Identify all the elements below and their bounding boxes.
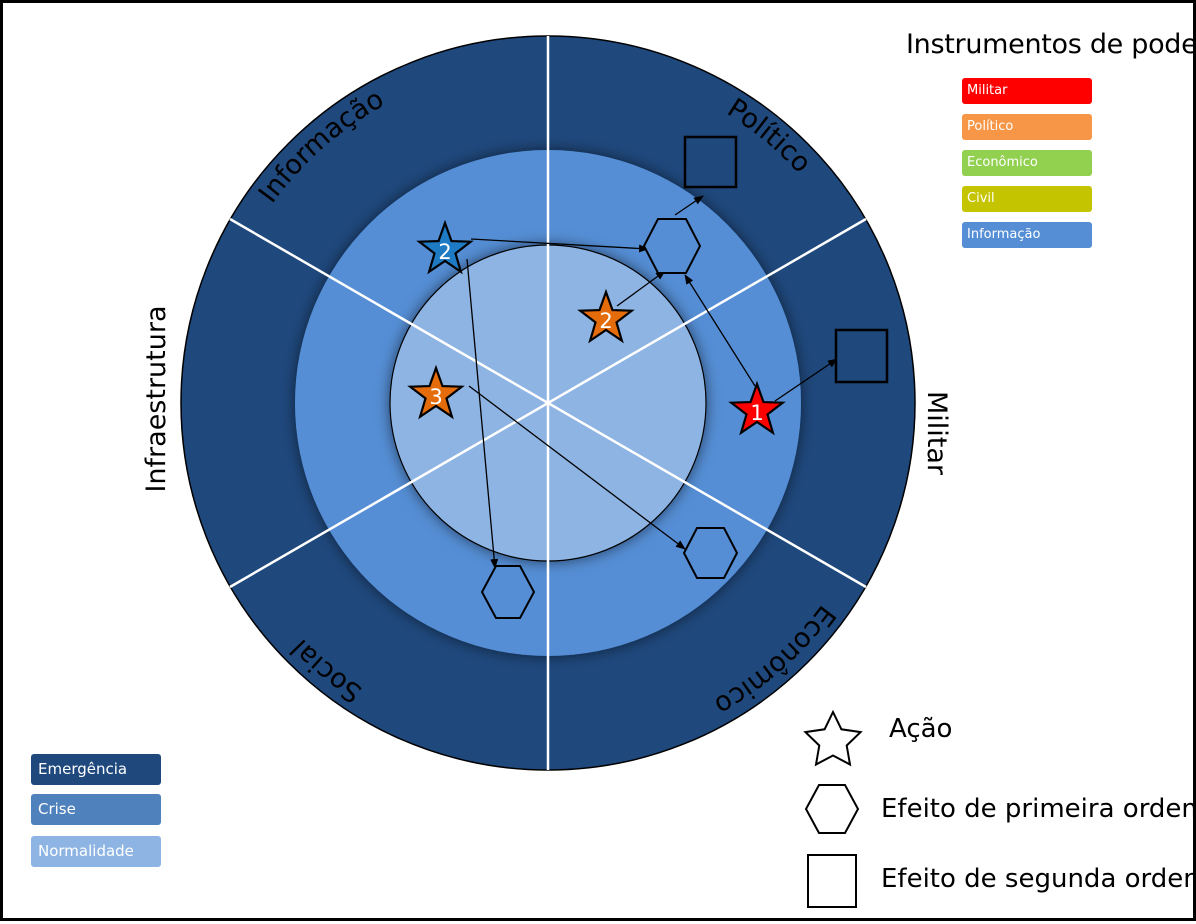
power-legend-title: Instrumentos de poder: [906, 29, 1196, 60]
arrow-info2-to-hex-social: [466, 258, 499, 569]
second-order-effect-politico: [683, 135, 738, 189]
level-chip-normalidade: Normalidade: [31, 836, 161, 867]
action-key-star-icon: [803, 709, 863, 767]
action-star-politico-3: [407, 364, 465, 420]
first-order-effect-politico: [642, 218, 702, 274]
actions-layer: 1 2 2 3: [407, 219, 786, 436]
arrow-info2-to-hex-politico: [470, 238, 649, 253]
action-star-informacao-2-number: 2: [438, 240, 451, 264]
key-label-second-order: Efeito de segunda ordem: [881, 864, 1196, 894]
arrow-mil1-to-hex-politico: [684, 274, 756, 387]
level-chip-emergencia: Emergência: [31, 754, 161, 785]
divider-diagonal-b: [229, 217, 867, 589]
second-order-effect-militar: [834, 328, 889, 384]
arrow-pol2-to-hex-politico: [616, 270, 666, 307]
first-order-effect-social: [480, 565, 536, 619]
sector-dividers: [229, 36, 867, 770]
power-chip-informacao: Informação: [962, 222, 1092, 248]
power-chip-militar: Militar: [962, 78, 1092, 104]
action-star-militar-1-number: 1: [750, 401, 763, 425]
arrow-hex-politico-to-square-politico: [674, 195, 704, 216]
power-chip-politico: Político: [962, 114, 1092, 140]
action-star-politico-3-number: 3: [429, 385, 442, 409]
action-star-militar-1: [728, 380, 786, 436]
action-star-informacao-2: [416, 219, 474, 275]
first-order-effect-economico: [682, 527, 739, 579]
action-star-politico-2-number: 2: [599, 309, 612, 333]
first-order-key-hexagon-icon: [804, 784, 860, 834]
power-chip-civil: Civil: [962, 186, 1092, 212]
level-chip-crise: Crise: [31, 794, 161, 825]
second-order-key-square-icon: [807, 854, 857, 908]
effect-arrows: [466, 195, 838, 569]
sector-label-infraestrutura: Infraestrutura: [141, 305, 172, 492]
sector-label-militar: Militar: [921, 391, 952, 476]
arrow-mil1-to-square-militar: [774, 358, 838, 402]
power-chip-economico: Econômico: [962, 150, 1092, 176]
key-label-first-order: Efeito de primeira ordem: [881, 794, 1196, 824]
arrow-pol3-to-hex-economico: [468, 385, 686, 550]
key-label-action: Ação: [889, 714, 953, 744]
action-star-politico-2: [577, 288, 635, 344]
power-circle-diagram: Informação Político Econômico Social Mil…: [141, 35, 952, 908]
